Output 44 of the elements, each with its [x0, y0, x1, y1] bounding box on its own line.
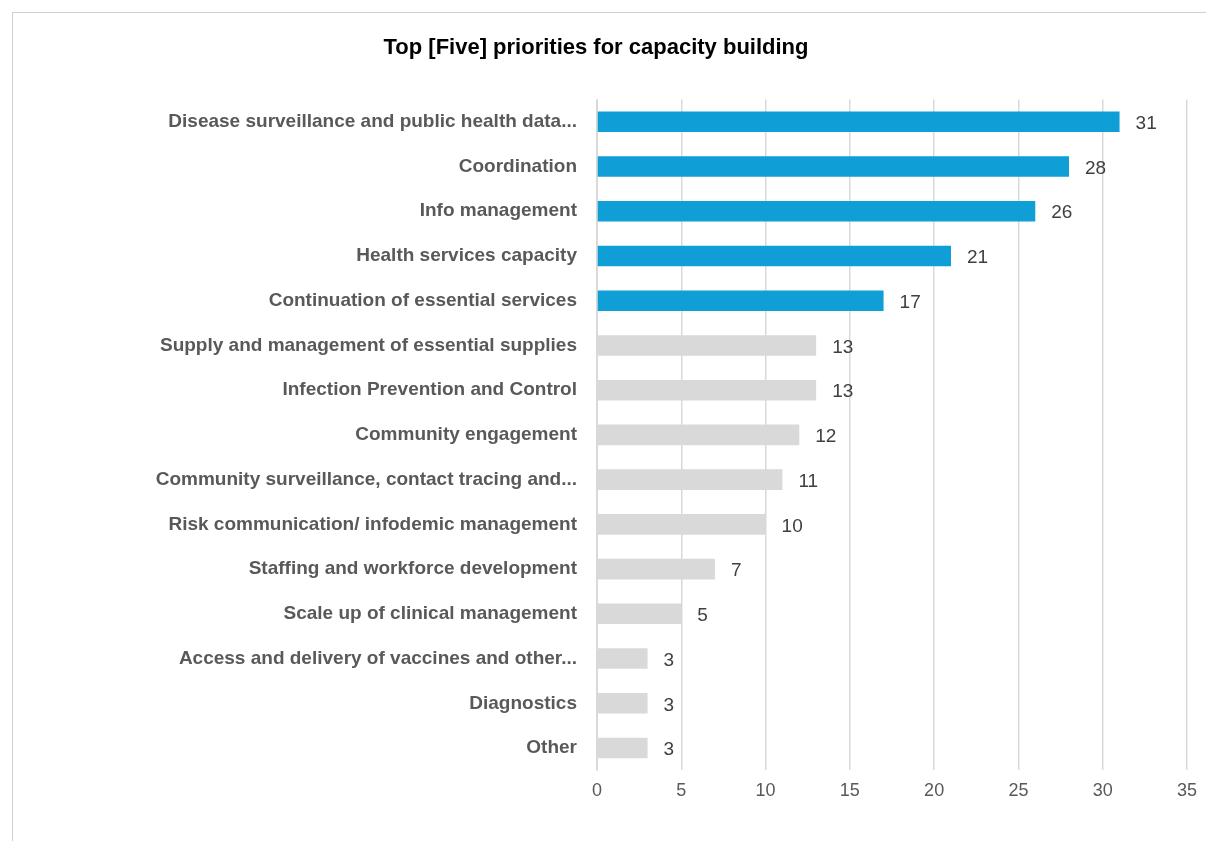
y-tick-label: Info management	[419, 199, 578, 221]
data-label: 3	[663, 648, 675, 670]
x-tick-label: 5	[676, 780, 687, 801]
y-tick-label: Coordination	[458, 154, 577, 176]
data-label: 28	[1084, 156, 1107, 178]
x-tick-label: 15	[839, 780, 860, 801]
y-tick-label: Staffing and workforce development	[248, 557, 578, 579]
x-tick-label: 30	[1092, 780, 1113, 801]
data-label: 17	[899, 290, 921, 312]
x-tick-label: 20	[924, 780, 945, 801]
data-label: 5	[697, 604, 708, 626]
y-tick-label: Scale up of clinical management	[283, 602, 578, 624]
data-label: 31	[1135, 112, 1157, 133]
y-tick-label: Diagnostics	[469, 691, 577, 713]
y-tick-label: Infection Prevention and Control	[282, 378, 577, 400]
y-tick-label: Community engagement	[355, 423, 578, 445]
bar	[597, 111, 1120, 133]
data-label: 11	[798, 469, 819, 491]
y-tick-label: Risk communication/ infodemic management	[168, 512, 578, 534]
data-label: 7	[731, 559, 742, 581]
x-tick-label: 0	[591, 780, 603, 801]
y-tick-label: Health services capacity	[356, 244, 578, 266]
data-label: 26	[1051, 201, 1073, 223]
y-tick-label: Disease surveillance and public health data...	[168, 110, 577, 131]
y-tick-label: Other	[526, 736, 578, 758]
bar	[597, 200, 1036, 222]
data-label: 3	[663, 738, 675, 760]
x-tick-label: 10	[755, 780, 776, 801]
data-label: 21	[966, 246, 989, 268]
bar	[597, 290, 884, 311]
data-label: 10	[781, 514, 803, 536]
bar	[597, 156, 1069, 177]
y-tick-label: Community surveillance, contact tracing and...	[155, 467, 577, 489]
x-tick-label: 25	[1008, 780, 1029, 801]
data-label: 13	[832, 380, 854, 402]
data-label: 3	[663, 693, 675, 715]
data-label: 12	[815, 425, 837, 447]
data-label: 13	[832, 335, 854, 357]
y-tick-label: Supply and management of essential supplies	[159, 333, 577, 355]
y-tick-label: Continuation of essential services	[268, 288, 577, 310]
bar	[597, 245, 951, 267]
y-tick-label: Access and delivery of vaccines and other...	[178, 646, 577, 668]
x-tick-label: 35	[1176, 780, 1197, 801]
chart-title: Top [Five] priorities for capacity building	[383, 34, 809, 60]
